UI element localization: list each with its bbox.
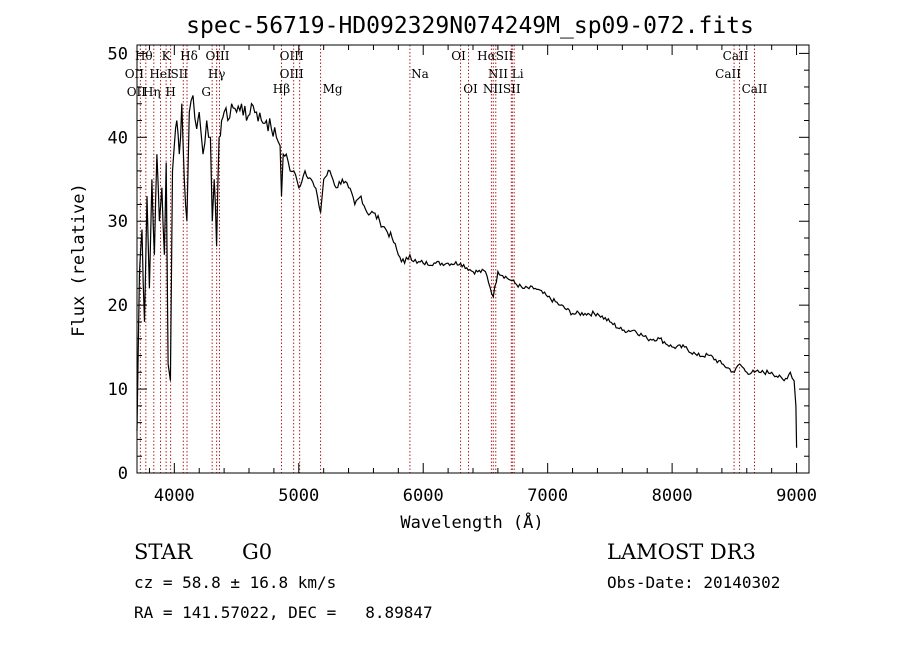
line-label-8: H [165,85,175,99]
line-label-4: HeI [149,67,172,81]
line-label-11: G [201,85,211,99]
line-label-20: NII Li [488,67,524,81]
y-tick-label-10: 10 [108,380,128,400]
y-axis: 0 10 20 30 40 50 [108,44,809,484]
line-label-21: NIISII [483,82,521,96]
line-label-22: CaII [723,49,749,63]
line-label-13: OIII [280,67,304,81]
y-tick-label-40: 40 [108,128,128,148]
spectral-line-markers [139,45,755,473]
line-label-7: Hη [143,85,161,99]
y-tick-label-30: 30 [108,212,128,232]
line-label-14: Hβ [273,82,290,96]
line-label-23: CaII [715,67,741,81]
line-label-18: OI [463,82,478,96]
x-tick-label-7000: 7000 [527,486,568,506]
line-label-3: OII [125,67,145,81]
observation-date: Obs-Date: 20140302 [607,573,780,592]
redshift-cz: cz = 58.8 ± 16.8 km/s [134,573,336,592]
x-tick-label-9000: 9000 [776,486,817,506]
y-tick-label-20: 20 [108,296,128,316]
line-label-6: OII [127,85,147,99]
line-label-1: K [162,49,172,63]
x-tick-label-8000: 8000 [652,486,693,506]
line-label-19: HαSII [477,49,514,63]
y-axis-label: Flux (relative) [69,183,89,337]
object-subclass: G0 [242,540,272,564]
line-label-10: Hγ [208,67,226,81]
x-axis: 4000 5000 6000 7000 8000 9000 [148,45,817,506]
line-label-17: OI [451,49,466,63]
line-label-0: Hθ [135,49,153,63]
line-label-16: Na [411,67,429,81]
spectrum-series-line [136,95,798,448]
x-tick-label-6000: 6000 [403,486,444,506]
chart-title: spec-56719-HD092329N074249M_sp09-072.fit… [186,13,754,39]
line-label-9: OIII [205,49,229,63]
y-tick-label-0: 0 [118,464,128,484]
line-label-15: Mg [323,82,343,96]
survey-name: LAMOST DR3 [607,540,756,564]
x-axis-label: Wavelength (Å) [400,511,543,533]
x-tick-label-4000: 4000 [154,486,195,506]
y-tick-label-50: 50 [108,44,128,64]
line-label-24: CaII [742,82,768,96]
line-label-12: OIII [280,49,304,63]
x-tick-label-5000: 5000 [278,486,319,506]
object-class: STAR [134,540,193,564]
ra-dec: RA = 141.57022, DEC = 8.89847 [134,603,433,622]
line-label-5: SII [170,67,188,81]
line-label-2: Hδ [180,49,198,63]
